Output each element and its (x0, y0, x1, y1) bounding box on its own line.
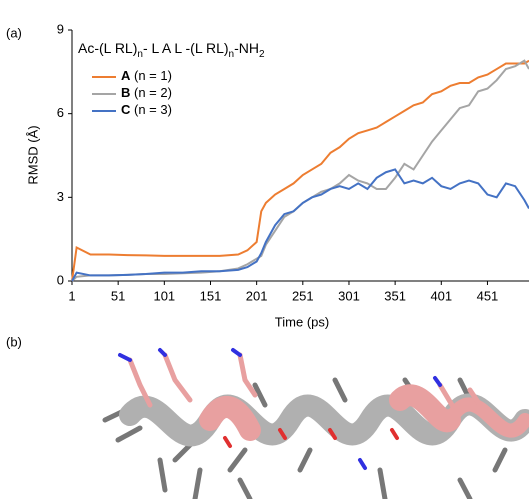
legend-title-part: -NH (234, 40, 259, 56)
legend-note: (n = 3) (134, 102, 172, 117)
legend-name: B (121, 85, 130, 100)
legend-label: B (n = 2) (121, 85, 172, 100)
legend-title-part: Ac-(L RL) (78, 40, 137, 56)
legend-label: C (n = 3) (121, 102, 172, 117)
legend-note: (n = 2) (134, 85, 172, 100)
x-tick-label: 51 (111, 288, 125, 303)
panel-label: (b) (6, 334, 22, 349)
x-tick-label: 101 (153, 288, 175, 303)
legend-title: Ac-(L RL)n- L A L -(L RL)n-NH2 (78, 40, 265, 60)
x-axis-label: Time (ps) (275, 314, 329, 329)
legend-title-part: - L A L -(L RL) (143, 40, 229, 56)
x-tick-label: 301 (338, 288, 360, 303)
y-tick-label: 0 (57, 272, 64, 287)
x-tick-label: 251 (292, 288, 314, 303)
figure: (a) (b) Time (ps) RMSD (Å) Ac-(L RL)n- L… (0, 0, 529, 499)
x-tick-label: 201 (246, 288, 268, 303)
y-tick-label: 9 (57, 21, 64, 36)
series-line (72, 169, 529, 281)
legend-label: A (n = 1) (121, 68, 172, 83)
x-tick-label: 151 (200, 288, 222, 303)
panel-label: (a) (6, 25, 22, 40)
x-tick-label: 351 (384, 288, 406, 303)
y-axis-label: RMSD (Å) (25, 125, 40, 184)
legend-title-part: 2 (259, 49, 265, 60)
legend-note: (n = 1) (134, 68, 172, 83)
legend-name: A (121, 68, 131, 83)
y-tick-label: 6 (57, 105, 64, 120)
legend-name: C (121, 102, 131, 117)
x-tick-label: 401 (430, 288, 452, 303)
helix-image (105, 350, 525, 499)
y-tick-label: 3 (57, 189, 64, 204)
x-tick-label: 1 (68, 288, 75, 303)
x-tick-label: 451 (477, 288, 499, 303)
